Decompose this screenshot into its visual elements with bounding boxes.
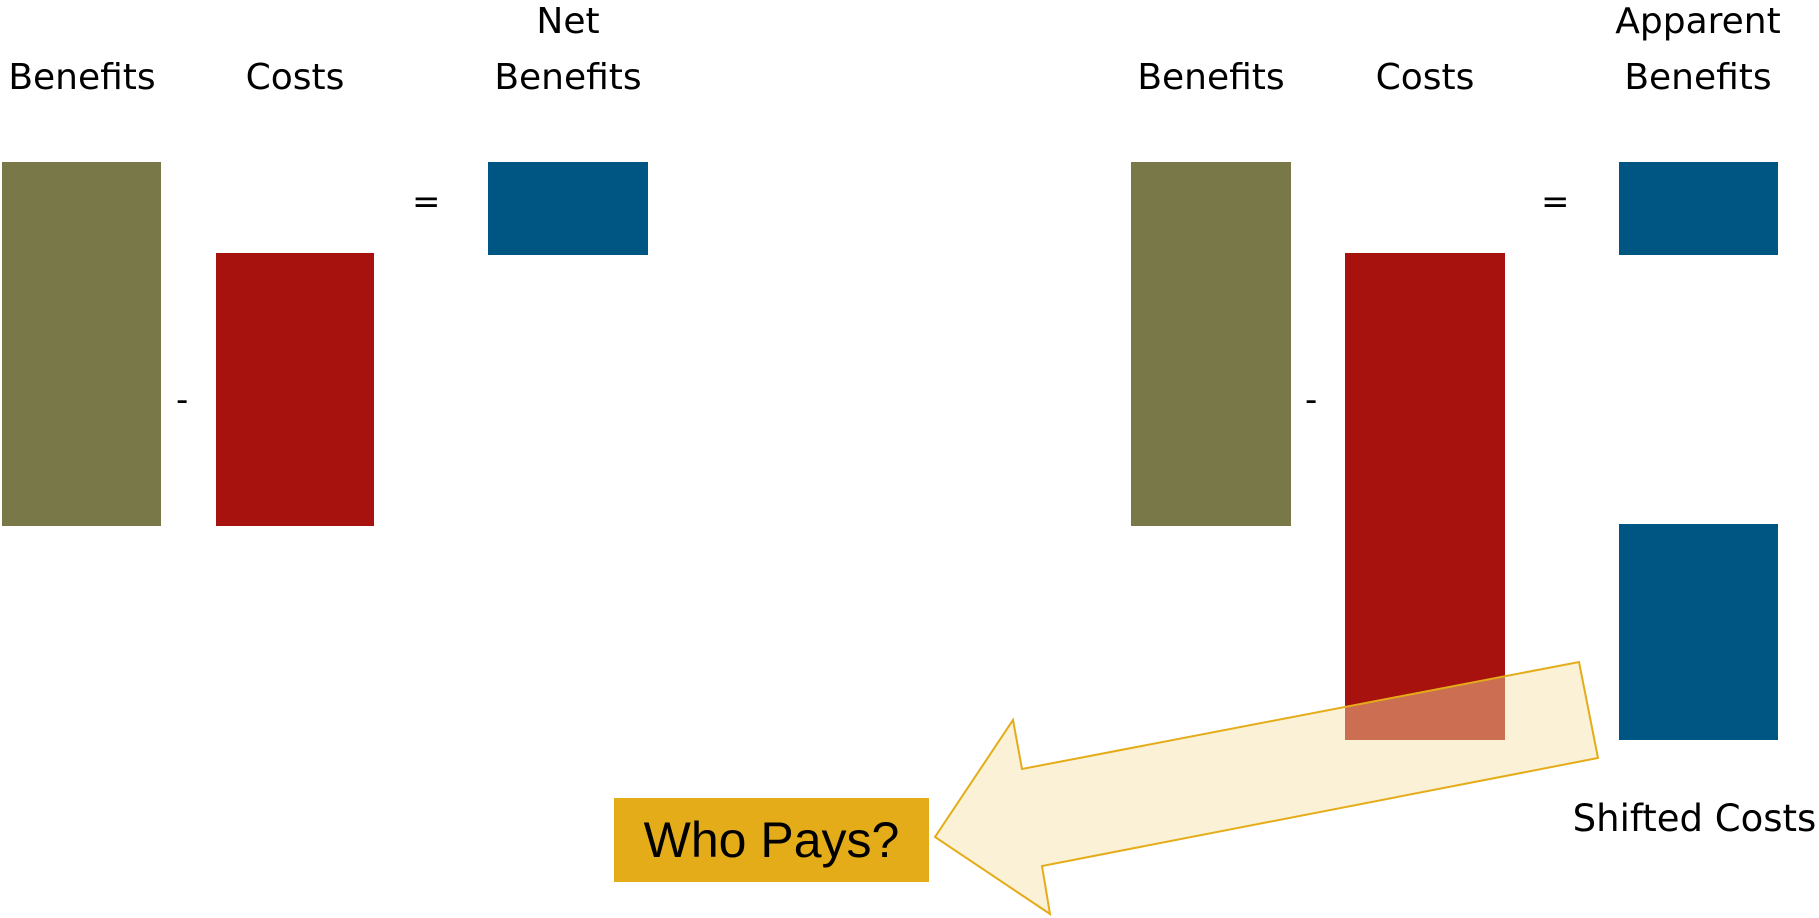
left-benefits-label: Benefits bbox=[8, 57, 156, 98]
right-minus-sign: - bbox=[1305, 380, 1318, 420]
left-net-bar bbox=[488, 162, 648, 255]
shifted-costs-bar bbox=[1619, 524, 1778, 740]
right-benefits-bar bbox=[1131, 162, 1291, 526]
shifted-costs-label: Shifted Costs bbox=[1572, 797, 1817, 840]
left-costs-label: Costs bbox=[245, 57, 345, 98]
right-apparent-label-line1: Apparent bbox=[1615, 1, 1781, 42]
left-costs-bar bbox=[216, 253, 374, 526]
who-pays-callout: Who Pays? bbox=[614, 798, 929, 882]
left-benefits-bar bbox=[2, 162, 161, 526]
right-apparent-benefits-bar bbox=[1619, 162, 1778, 255]
right-equals-sign: = bbox=[1541, 182, 1570, 222]
left-net-label-line1: Net bbox=[536, 1, 600, 42]
who-pays-text: Who Pays? bbox=[643, 812, 900, 868]
left-equals-sign: = bbox=[412, 182, 441, 222]
left-minus-sign: - bbox=[176, 380, 189, 420]
right-apparent-label-line2: Benefits bbox=[1624, 57, 1772, 98]
right-costs-bar bbox=[1345, 253, 1505, 740]
left-net-label-line2: Benefits bbox=[494, 57, 642, 98]
right-costs-label: Costs bbox=[1375, 57, 1475, 98]
right-benefits-label: Benefits bbox=[1137, 57, 1285, 98]
